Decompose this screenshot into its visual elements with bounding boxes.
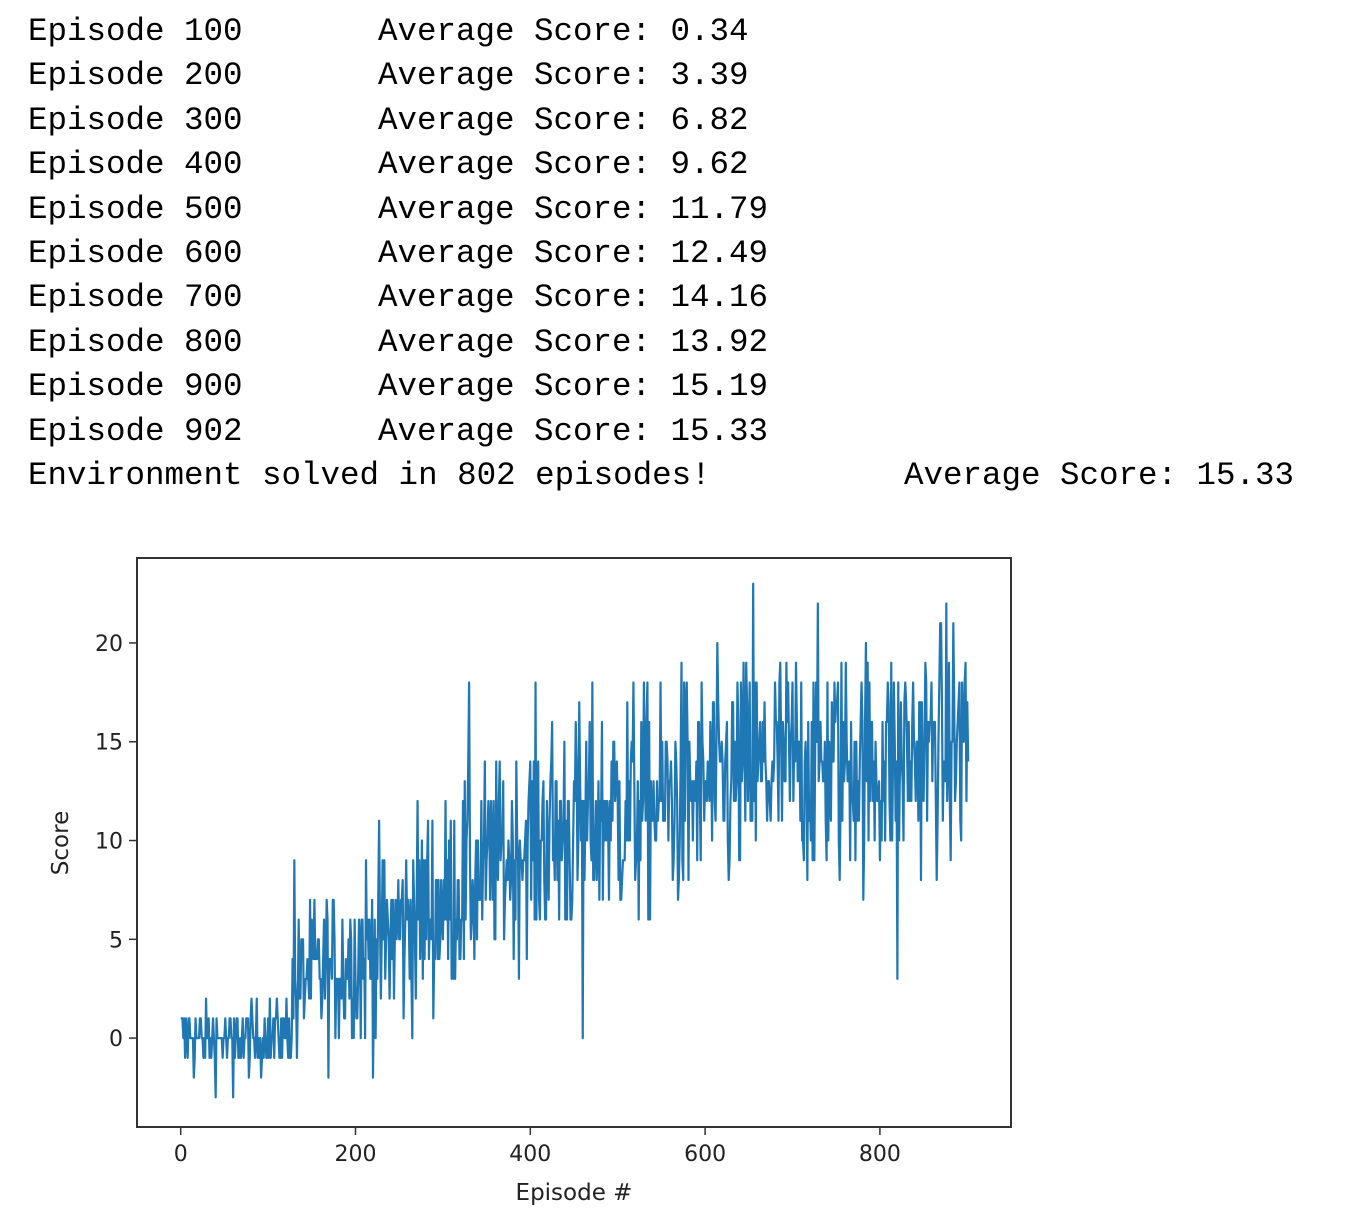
log-average-score: Average Score: 15.33 bbox=[378, 412, 769, 450]
x-tick-label: 200 bbox=[335, 1142, 377, 1167]
log-line: Episode 200 Average Score: 3.39 bbox=[28, 54, 1294, 98]
log-average-score: Average Score: 15.19 bbox=[378, 368, 769, 406]
log-line: Episode 500 Average Score: 11.79 bbox=[28, 188, 1294, 232]
x-axis-label: Episode # bbox=[516, 1180, 633, 1206]
log-episode: Episode 400 bbox=[28, 146, 243, 184]
log-episode: Episode 900 bbox=[28, 368, 243, 406]
log-line: Episode 700 Average Score: 14.16 bbox=[28, 276, 1294, 320]
y-tick-label: 0 bbox=[109, 1027, 123, 1052]
log-average-score: Average Score: 6.82 bbox=[378, 101, 749, 139]
log-average-score: Average Score: 14.16 bbox=[378, 279, 769, 317]
y-tick-label: 20 bbox=[95, 632, 123, 657]
log-episode: Episode 200 bbox=[28, 57, 243, 95]
log-line: Episode 100 Average Score: 0.34 bbox=[28, 10, 1294, 54]
log-average-score: Average Score: 3.39 bbox=[378, 57, 749, 95]
log-episode: Episode 700 bbox=[28, 279, 243, 317]
log-episode: Episode 902 bbox=[28, 412, 243, 450]
training-log: Episode 100 Average Score: 0.34 Episode 20… bbox=[28, 10, 1294, 498]
y-tick-label: 15 bbox=[95, 731, 123, 756]
score-chart: 0 5 10 15 20 0 200 400 600 800 Episode # Score bbox=[48, 557, 1012, 1206]
log-episode: Episode 500 bbox=[28, 190, 243, 228]
log-line: Episode 902 Average Score: 15.33 bbox=[28, 410, 1294, 454]
log-episode: Episode 100 bbox=[28, 13, 243, 50]
log-episode: Episode 300 bbox=[28, 101, 243, 139]
log-average-score: Average Score: 11.79 bbox=[378, 190, 769, 228]
log-line: Episode 800 Average Score: 13.92 bbox=[28, 321, 1294, 365]
log-line: Episode 400 Average Score: 9.62 bbox=[28, 143, 1294, 187]
log-line: Episode 300 Average Score: 6.82 bbox=[28, 99, 1294, 143]
solved-line: Environment solved in 802 episodes! Avera… bbox=[28, 454, 1294, 498]
y-tick-label: 5 bbox=[109, 928, 123, 953]
score-series-line bbox=[180, 582, 970, 1099]
log-line: Episode 900 Average Score: 15.19 bbox=[28, 365, 1294, 409]
log-average-score: Average Score: 12.49 bbox=[378, 234, 769, 272]
log-line: Episode 600 Average Score: 12.49 bbox=[28, 232, 1294, 276]
log-average-score: Average Score: 13.92 bbox=[378, 323, 769, 361]
x-tick-label: 400 bbox=[509, 1142, 551, 1167]
y-tick-label: 10 bbox=[95, 830, 123, 855]
x-axis-ticks: 0 200 400 600 800 bbox=[174, 1127, 901, 1167]
y-axis-label: Score bbox=[48, 811, 74, 875]
x-tick-label: 0 bbox=[174, 1142, 188, 1167]
x-tick-label: 800 bbox=[859, 1142, 901, 1167]
log-average-score: Average Score: 0.34 bbox=[378, 13, 749, 50]
log-episode: Episode 800 bbox=[28, 323, 243, 361]
solved-average-score: Average Score: 15.33 bbox=[904, 456, 1295, 494]
log-average-score: Average Score: 9.62 bbox=[378, 146, 749, 184]
log-episode: Episode 600 bbox=[28, 234, 243, 272]
x-tick-label: 600 bbox=[684, 1142, 726, 1167]
y-axis-ticks: 0 5 10 15 20 bbox=[95, 632, 137, 1052]
solved-message: Environment solved in 802 episodes! bbox=[28, 456, 711, 494]
